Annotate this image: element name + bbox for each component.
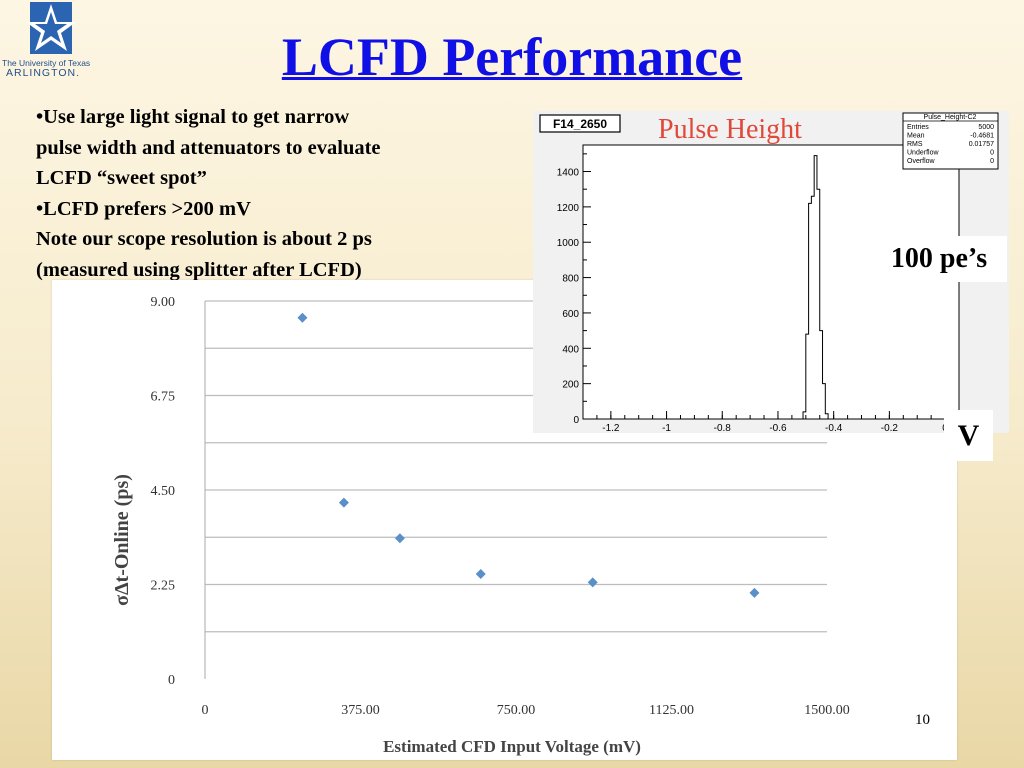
stats-value: 0.01757: [969, 141, 994, 148]
bullet-item-1: •Use large light signal to get narrow pu…: [36, 106, 381, 189]
university-logo: The University of Texas ARLINGTON.: [0, 0, 102, 84]
bullet-item-2: •LCFD prefers >200 mV: [36, 197, 251, 220]
stats-label: RMS: [907, 141, 923, 148]
hist-x-tick-label: -0.8: [714, 423, 732, 433]
scatter-point: [338, 497, 349, 508]
stats-label: Mean: [907, 133, 925, 140]
histogram-x-ticks: -1.2-1-0.8-0.6-0.4-0.20: [596, 411, 948, 434]
x-tick-labels: 0 375.00 750.00 1125.00 1500.00: [202, 703, 850, 718]
hist-y-tick-label: 1000: [557, 238, 580, 249]
scatter-point: [394, 533, 405, 544]
hist-x-tick-label: -1.2: [602, 423, 620, 433]
hist-x-tick-label: -0.2: [881, 423, 899, 433]
y-axis-label: σΔt-Online (ps): [111, 474, 133, 606]
histogram-stats-box: Pulse_Height-C2 Entries 5000 Mean -0.4681 RM…: [902, 112, 999, 170]
logo-line-2: ARLINGTON.: [6, 67, 80, 79]
y-tick-labels: 0 2.25 4.50 6.75 9.00: [151, 295, 176, 688]
histogram-title: Pulse Height: [658, 114, 802, 145]
histogram-name: F14_2650: [553, 117, 607, 131]
hist-y-tick-label: 600: [562, 309, 579, 320]
stats-label: Underflow: [907, 150, 939, 157]
hist-y-tick-label: 1200: [557, 203, 580, 214]
slide-number: 10: [915, 712, 930, 728]
pulse-height-histogram: F14_2650 Pulse Height 0 200 400 600 800 1000 1…: [539, 112, 999, 434]
x-tick-label: 1500.00: [804, 703, 850, 718]
hist-y-tick-label: 0: [573, 415, 579, 426]
star-logo-icon: [26, 2, 76, 54]
pe-count-callout: 100 pe’s: [871, 236, 1007, 282]
scatter-point: [587, 577, 598, 588]
histogram-name-box: [539, 114, 621, 133]
stats-value: 0: [990, 150, 994, 157]
x-tick-label: 1125.00: [649, 703, 694, 718]
hist-x-tick-label: -1: [662, 423, 671, 433]
hist-y-tick-label: 800: [562, 274, 579, 285]
scatter-plot: 0 2.25 4.50 6.75 9.00 0 375.00 750.00 1125.00 15…: [111, 295, 850, 756]
histogram-frame: [582, 144, 960, 420]
logo-line-1: The University of Texas: [2, 58, 91, 68]
x-tick-label: 375.00: [341, 703, 380, 718]
histogram-y-ticks: 0 200 400 600 800 1000 1200 1400: [557, 153, 591, 426]
stats-value: -0.4681: [970, 133, 994, 140]
slide-title: LCFD Performance: [281, 27, 743, 87]
hist-x-tick-label: -0.4: [825, 423, 843, 433]
scatter-point: [297, 312, 308, 323]
x-axis-label: Estimated CFD Input Voltage (mV): [383, 737, 641, 756]
y-tick-label: 6.75: [151, 390, 176, 405]
bullet-item-3: Note our scope resolution is about 2 ps …: [36, 228, 372, 281]
stats-value: 5000: [978, 124, 994, 131]
hist-y-tick-label: 1400: [557, 168, 580, 179]
hist-y-tick-label: 400: [562, 344, 579, 355]
stats-value: 0: [990, 158, 994, 165]
volt-unit-callout: V: [944, 410, 993, 461]
x-tick-label: 0: [202, 703, 209, 718]
bullet-list: •Use large light signal to get narrow pu…: [36, 102, 506, 285]
y-tick-label: 4.50: [151, 484, 176, 499]
scatter-point: [475, 569, 486, 579]
y-tick-label: 0: [168, 673, 175, 688]
y-tick-label: 9.00: [151, 295, 176, 310]
scatter-point: [749, 587, 760, 598]
x-tick-label: 750.00: [497, 703, 536, 718]
histogram-bars: [802, 155, 829, 419]
stats-title: Pulse_Height-C2: [924, 114, 977, 121]
y-tick-label: 2.25: [151, 579, 176, 594]
stats-label: Entries: [907, 124, 929, 131]
hist-y-tick-label: 200: [562, 380, 579, 391]
stats-label: Overflow: [907, 158, 936, 165]
scatter-points: [297, 312, 760, 598]
hist-x-tick-label: -0.6: [769, 423, 787, 433]
